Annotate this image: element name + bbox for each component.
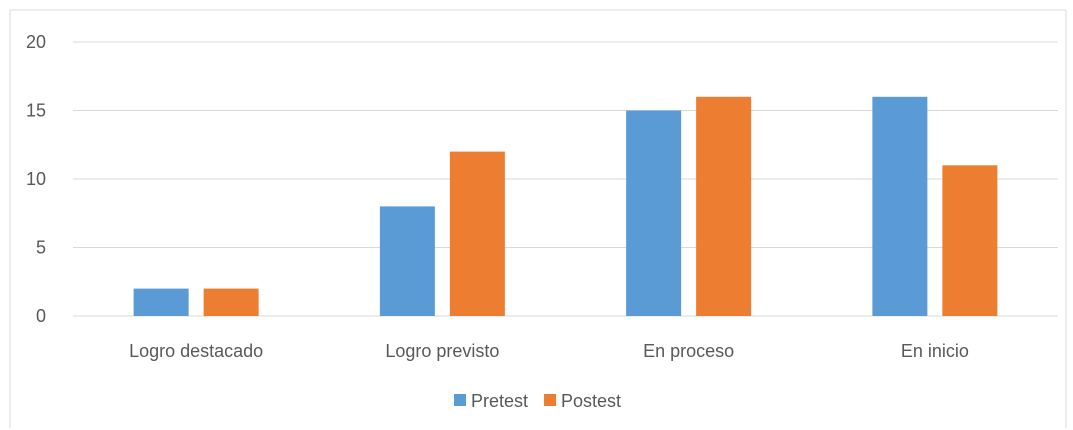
bar-postest-4	[942, 165, 998, 316]
chart-border	[9, 9, 1067, 428]
bar-pretest-4	[872, 96, 928, 316]
y-tick-label: 5	[36, 238, 46, 258]
bar-pretest-3	[626, 110, 682, 316]
bar-postest-3	[696, 96, 752, 316]
bar-pretest-2	[379, 206, 435, 316]
bars	[133, 96, 998, 316]
y-axis-ticks: 0 5 10 15 20	[26, 32, 46, 326]
y-tick-label: 15	[26, 101, 46, 121]
legend-label-pretest: Pretest	[471, 391, 528, 411]
x-category-label: En inicio	[901, 341, 969, 361]
y-tick-label: 10	[26, 169, 46, 189]
y-tick-label: 20	[26, 32, 46, 52]
y-tick-label: 0	[36, 306, 46, 326]
bar-postest-1	[203, 288, 259, 316]
bar-postest-2	[449, 151, 505, 316]
legend: Pretest Postest	[454, 391, 621, 411]
bar-pretest-1	[133, 288, 189, 316]
legend-swatch-postest	[544, 394, 557, 406]
x-category-label: Logro previsto	[385, 341, 499, 361]
x-category-label: En proceso	[643, 341, 734, 361]
x-category-label: Logro destacado	[129, 341, 263, 361]
legend-swatch-pretest	[454, 394, 466, 406]
x-axis-categories: Logro destacado Logro previsto En proceso E…	[129, 341, 969, 361]
legend-label-postest: Postest	[561, 391, 621, 411]
